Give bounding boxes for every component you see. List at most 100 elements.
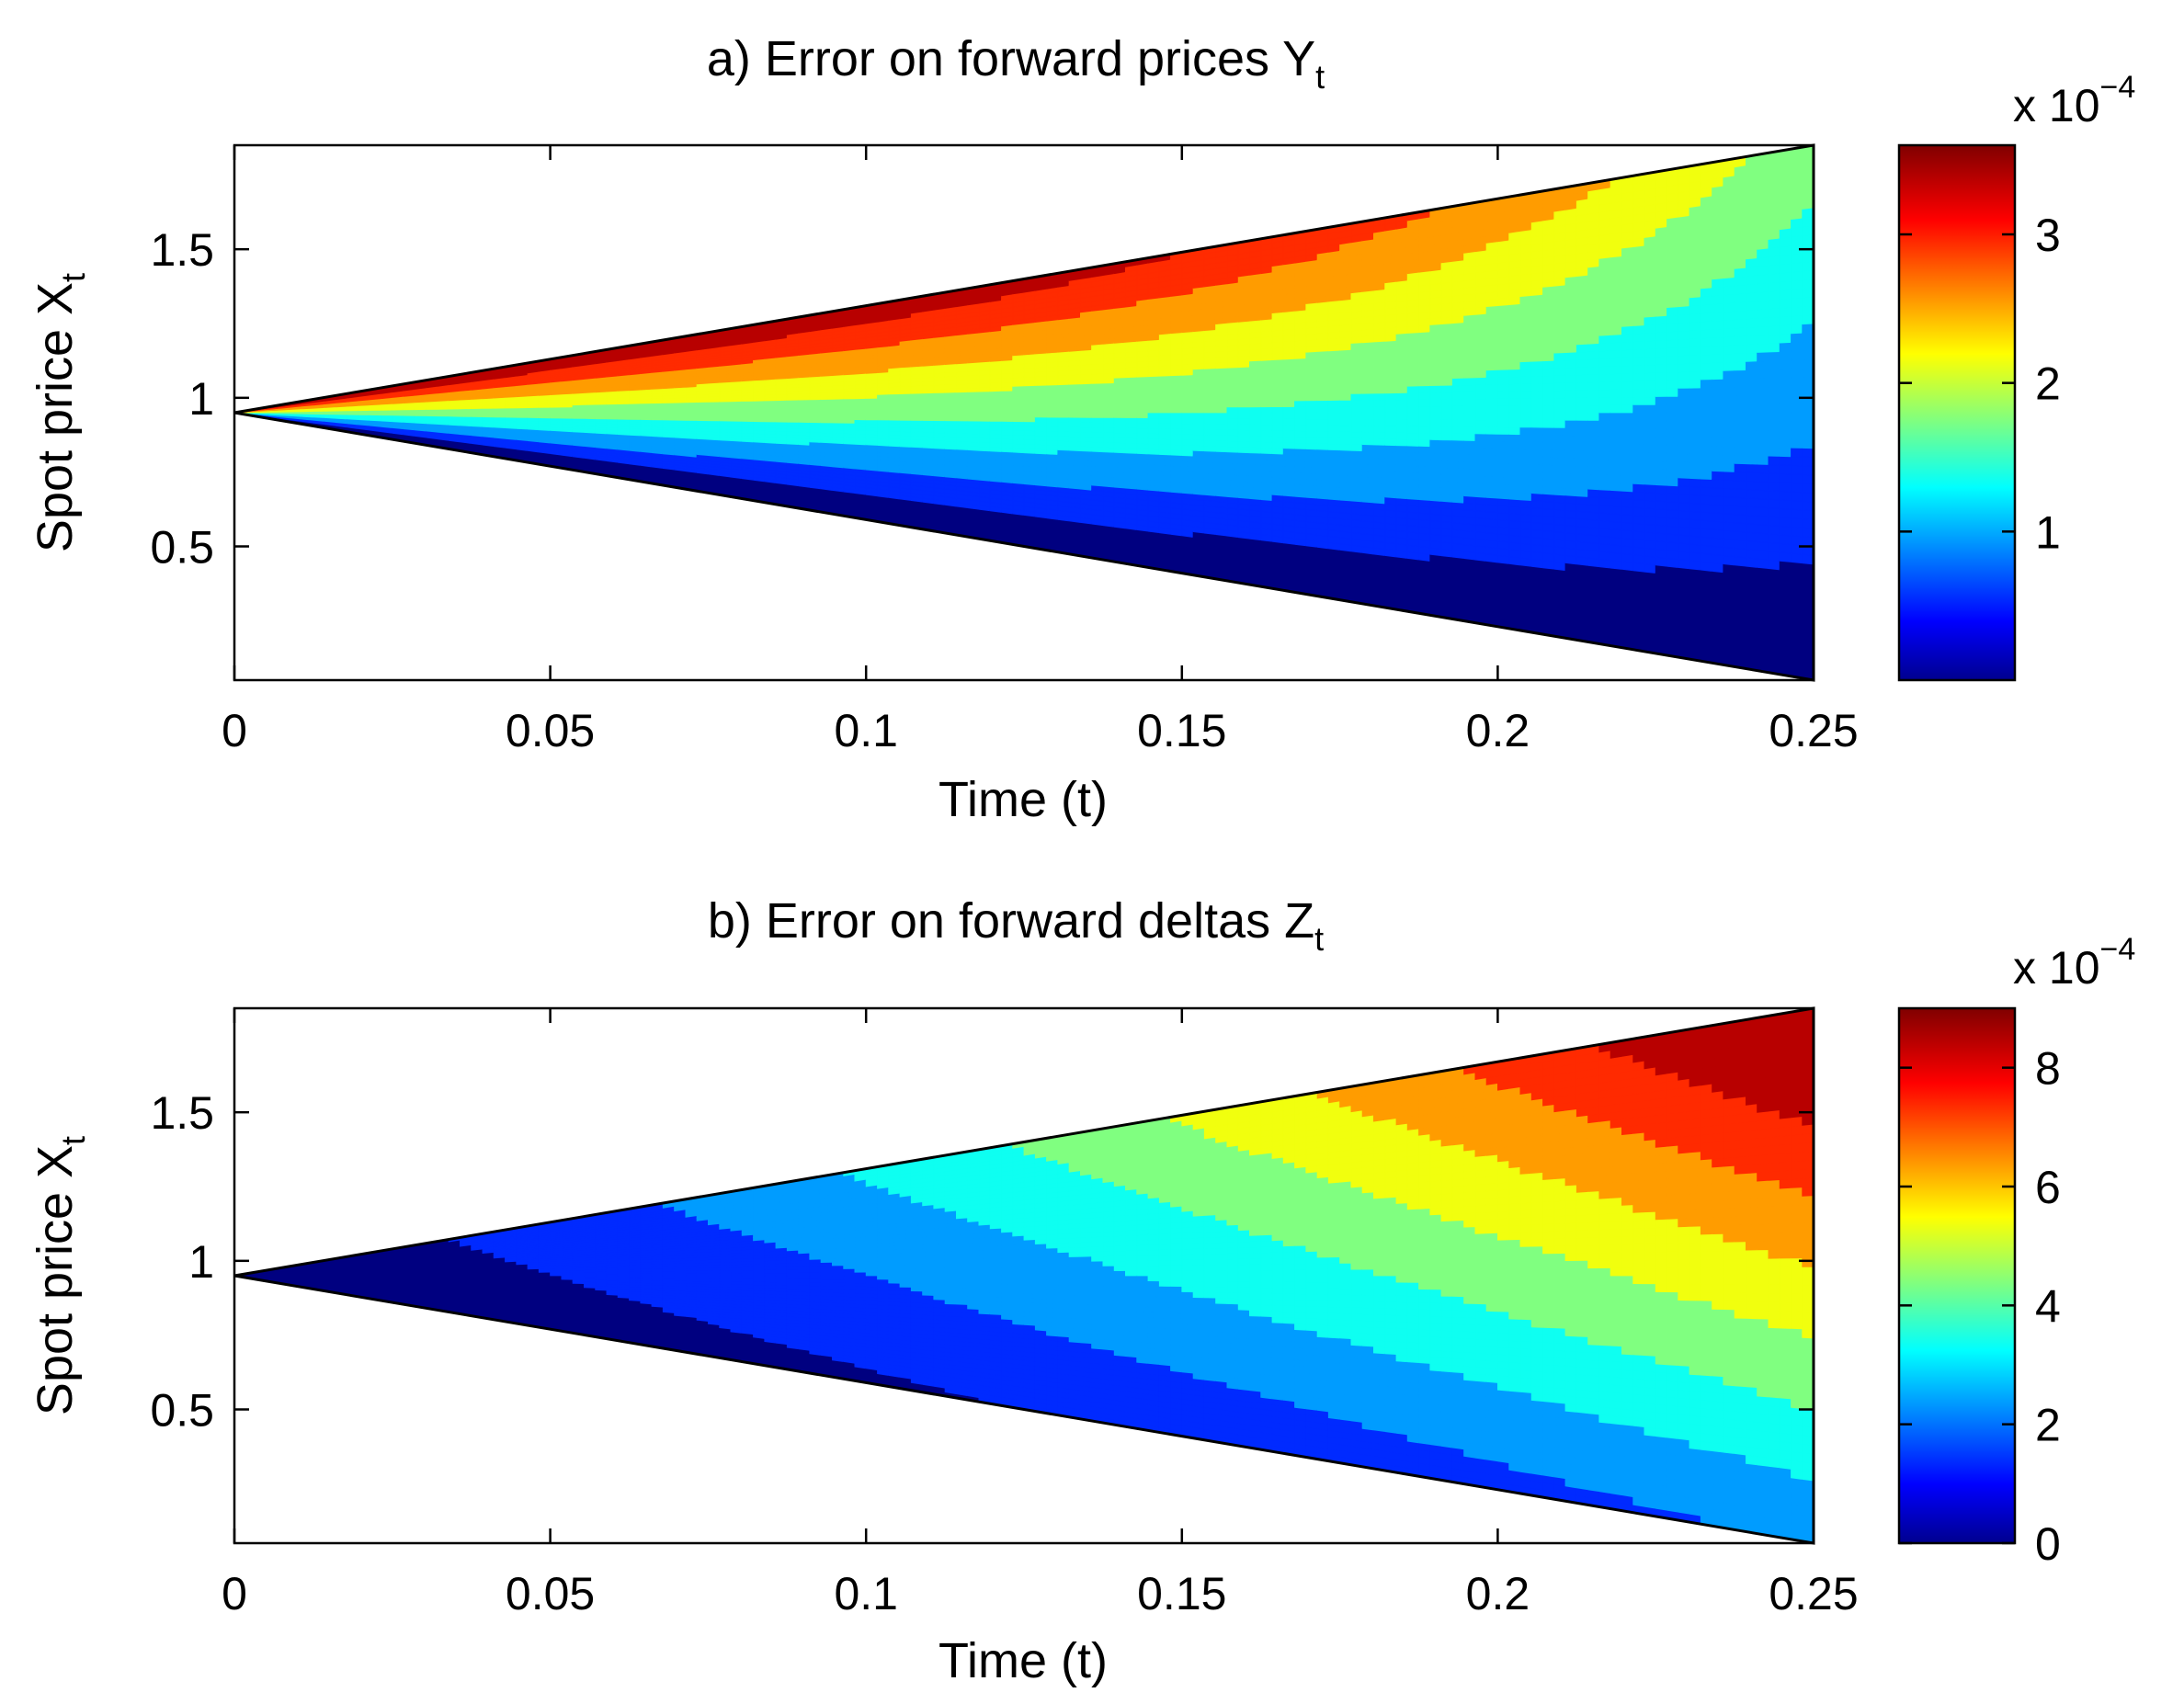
contour-cell: [1001, 412, 1014, 418]
contour-cell: [1001, 407, 1014, 414]
contour-cell: [1147, 365, 1160, 372]
contour-cell: [978, 403, 991, 409]
contour-cell: [1012, 407, 1025, 414]
contour-cell: [685, 415, 698, 419]
contour-cell: [922, 420, 935, 426]
contour-cell: [1068, 388, 1081, 394]
contour-cell: [1068, 426, 1081, 433]
contour-cell: [989, 429, 1002, 436]
contour-cell: [1158, 369, 1171, 377]
contour-cell: [1080, 382, 1092, 390]
contour-cell: [1023, 429, 1036, 437]
contour-cell: [922, 400, 935, 405]
contour-cell: [910, 412, 923, 417]
contour-cell: [1091, 382, 1104, 390]
contour-cell: [798, 415, 811, 420]
contour-cell: [933, 412, 946, 417]
contour-cell: [1136, 406, 1149, 414]
contour-cell: [1046, 435, 1059, 441]
contour-cell: [1136, 452, 1149, 460]
contour-cell: [1091, 402, 1104, 409]
contour-cell: [989, 407, 1002, 414]
contour-cell: [933, 415, 946, 422]
contour-cell: [1136, 442, 1149, 449]
contour-cell: [1102, 451, 1115, 459]
contour-cell: [1057, 407, 1070, 414]
contour-cell: [1068, 445, 1081, 452]
contour-cell: [1080, 436, 1092, 443]
contour-cell: [1091, 397, 1104, 403]
contour-cell: [899, 401, 912, 406]
contour-cell: [685, 409, 698, 414]
contour-cell: [1113, 402, 1126, 409]
contour-cell: [820, 405, 833, 410]
contour-cell: [1102, 377, 1115, 384]
contour-cell: [1001, 429, 1014, 436]
contour-cell: [922, 424, 935, 429]
contour-cell: [1023, 438, 1036, 445]
contour-cell: [843, 404, 856, 410]
contour-cell: [1012, 390, 1025, 396]
contour-cell: [944, 415, 957, 422]
contour-cell: [1113, 447, 1126, 454]
contour-cell: [1147, 386, 1160, 393]
contour-cell: [1034, 430, 1047, 437]
contour-cell: [910, 408, 923, 414]
contour-cell: [1102, 441, 1115, 449]
contour-cell: [1001, 390, 1014, 396]
contour-cell: [651, 415, 664, 418]
contour-cell: [989, 437, 1002, 444]
contour-cell: [820, 422, 833, 427]
contour-cell: [899, 412, 912, 417]
contour-cell: [854, 401, 867, 406]
contour-cell: [967, 412, 980, 418]
contour-cell: [1046, 416, 1059, 423]
contour-cell: [1001, 425, 1014, 431]
contour-cell: [899, 423, 912, 429]
contour-cell: [1091, 446, 1104, 453]
contour-cell: [1158, 443, 1171, 450]
contour-cell: [1091, 412, 1104, 418]
contour-cell: [1068, 416, 1081, 423]
contour-cell: [696, 412, 709, 416]
contour-cell: [1057, 444, 1070, 451]
contour-cell: [967, 420, 980, 426]
contour-cell: [1057, 416, 1070, 423]
contour-cell: [1068, 407, 1081, 414]
contour-cell: [1068, 431, 1081, 437]
contour-cell: [662, 412, 675, 416]
contour-cell: [1012, 399, 1025, 404]
contour-cell: [1057, 374, 1070, 381]
contour-cell: [1125, 386, 1138, 393]
contour-cell: [989, 425, 1002, 431]
contour-cell: [1147, 422, 1160, 429]
contour-cell: [1136, 386, 1149, 393]
contour-cell: [832, 402, 845, 407]
contour-cell: [1113, 416, 1126, 424]
contour-cell: [719, 412, 732, 416]
contour-cell: [956, 432, 968, 438]
contour-cell: [809, 405, 822, 410]
contour-cell: [775, 415, 788, 420]
contour-cell: [967, 428, 980, 435]
contour-cell: [944, 412, 957, 417]
contour-cell: [1158, 412, 1171, 419]
contour-cell: [1158, 417, 1171, 424]
contour-cell: [1136, 448, 1149, 455]
contour-cell: [1023, 398, 1036, 404]
contour-cell: [888, 404, 901, 410]
contour-cell: [1034, 416, 1047, 423]
contour-cell: [865, 412, 878, 417]
contour-cell: [798, 409, 811, 414]
contour-cell: [1068, 383, 1081, 390]
contour-cell: [1046, 398, 1059, 404]
contour-cell: [1068, 392, 1081, 400]
contour-cell: [978, 407, 991, 414]
contour-cell: [1046, 403, 1059, 409]
contour-cell: [865, 408, 878, 414]
contour-cell: [843, 426, 856, 431]
contour-cell: [967, 407, 980, 414]
contour-cell: [820, 408, 833, 414]
contour-cell: [753, 415, 766, 419]
contour-cell: [888, 419, 901, 425]
